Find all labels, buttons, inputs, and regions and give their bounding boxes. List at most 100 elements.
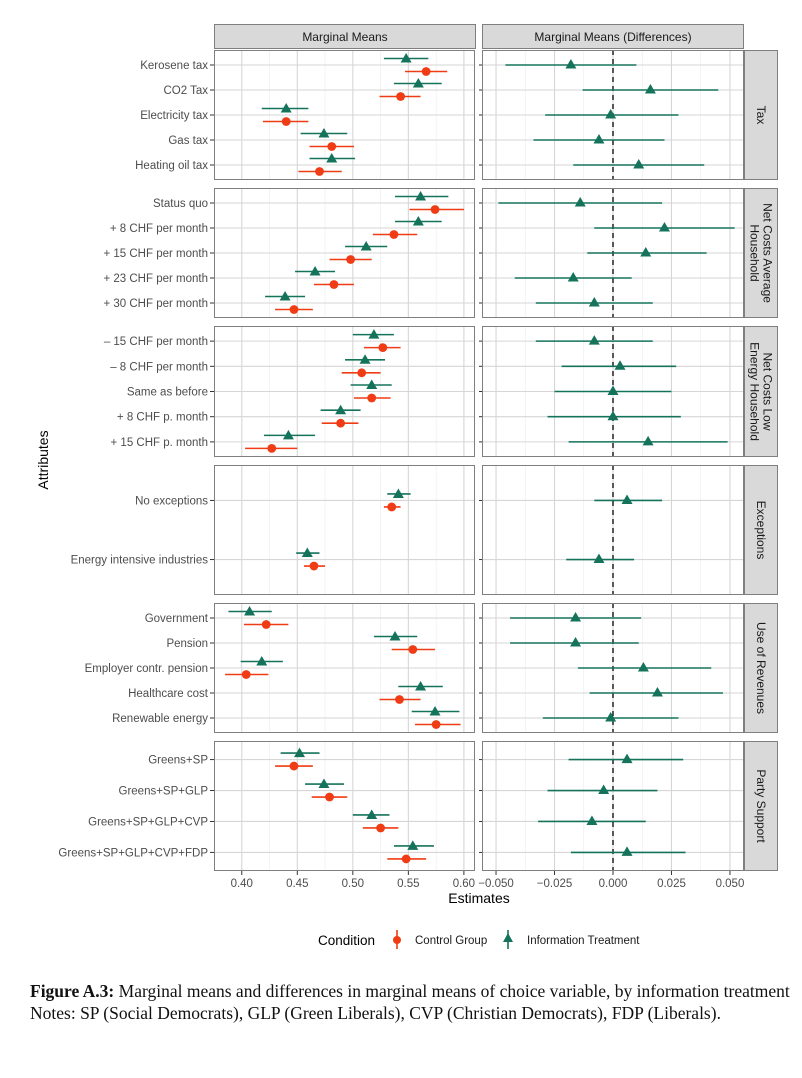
x-tick-label-left: 0.50 (342, 878, 364, 890)
facet-strip-label: Tax (754, 106, 768, 125)
facet-strip-tax (744, 50, 778, 180)
point-difference (644, 84, 656, 94)
point-treatment (280, 103, 292, 113)
point-control (281, 117, 291, 126)
point-difference (586, 815, 598, 825)
y-tick-label: Heating oil tax (135, 160, 208, 172)
point-difference (651, 687, 663, 697)
point-control (408, 645, 418, 654)
x-tick-label-left: 0.45 (286, 878, 308, 890)
faceted-coefficient-chart: Tax Kerosene tax CO2 Tax Electricity tax Gas… (35, 24, 778, 949)
point-treatment (318, 778, 330, 789)
x-tick-label-left: 0.60 (453, 878, 475, 890)
y-tick-label: – 8 CHF per month (110, 361, 208, 373)
facet-strip-marginal-means (214, 24, 476, 49)
point-control (327, 142, 337, 151)
point-difference (614, 360, 626, 370)
point-difference (588, 297, 600, 307)
facet-strip-label: Energy Household (748, 342, 762, 441)
point-treatment (294, 747, 306, 758)
point-difference (570, 637, 582, 647)
point-control (325, 792, 334, 802)
facet-strip-net-costs-average-household (744, 188, 778, 318)
panel-border (482, 465, 744, 595)
point-control (367, 393, 377, 403)
point-treatment (360, 241, 372, 251)
point-difference (565, 59, 577, 69)
panels-layer (214, 50, 778, 871)
point-treatment (412, 216, 424, 226)
point-control (315, 167, 324, 176)
point-treatment (429, 706, 441, 716)
point-treatment (415, 681, 427, 691)
panel-border (482, 188, 744, 318)
point-treatment (309, 266, 321, 276)
point-treatment (368, 329, 380, 339)
y-tick-label: Healthcare cost (128, 688, 209, 700)
point-control (387, 502, 397, 512)
point-treatment (256, 656, 268, 666)
point-difference (598, 784, 610, 795)
panel-border (214, 603, 475, 733)
point-control (336, 418, 346, 428)
facet-strip-label: Household (748, 224, 762, 281)
legend-label-information-treatment: Information Treatment (527, 935, 640, 947)
point-treatment (359, 354, 371, 364)
caption-label: Figure A.3: (30, 981, 115, 1001)
point-difference (588, 335, 600, 345)
legend-key-control-group (393, 930, 401, 949)
point-control (430, 205, 440, 214)
facet-strip-exceptions (744, 465, 778, 595)
point-difference (593, 553, 605, 564)
marks-layer (214, 50, 744, 871)
y-tick-label: Greens+SP+GLP (119, 786, 209, 798)
facet-strip-label: Use of Revenues (754, 622, 768, 714)
point-difference (621, 846, 633, 856)
point-difference (637, 662, 649, 672)
point-control (401, 854, 411, 864)
point-control (241, 670, 251, 679)
point-difference (640, 247, 652, 257)
panel-left-party-support (214, 741, 475, 871)
point-control (261, 620, 271, 629)
y-tick-label: Status quo (153, 198, 208, 210)
facet-title-marginal-means: Marginal Means (302, 30, 387, 44)
panel-border (214, 50, 475, 180)
caption-text: Marginal means and differences in margin… (114, 981, 790, 1001)
caption-notes: Notes: SP (Social Democrats), GLP (Green… (30, 1003, 721, 1023)
labels-layer: Tax Kerosene tax CO2 Tax Electricity tax Gas… (58, 60, 774, 890)
point-treatment (415, 191, 427, 201)
y-tick-label: Greens+SP+GLP+CVP (88, 816, 208, 828)
point-control (421, 67, 431, 76)
panel-left-exceptions (214, 465, 475, 595)
point-control (431, 720, 441, 729)
point-treatment (318, 128, 330, 138)
point-difference (605, 712, 617, 722)
facet-strip-label: Party Support (754, 769, 768, 843)
point-difference (633, 159, 645, 169)
point-control (289, 761, 299, 771)
y-tick-label: Greens+SP+GLP+CVP+FDP (58, 847, 208, 859)
point-control (376, 823, 385, 833)
y-tick-label: + 15 CHF p. month (111, 437, 208, 449)
point-control (309, 561, 319, 571)
point-control (357, 368, 367, 378)
panel-border (214, 465, 475, 595)
point-treatment (412, 78, 424, 88)
y-tick-label: Greens+SP (148, 755, 208, 767)
legend-title: Condition (318, 933, 375, 948)
y-tick-label: Electricity tax (140, 110, 208, 122)
x-tick-label-left: 0.40 (231, 878, 253, 890)
point-treatment (389, 631, 401, 641)
point-difference (570, 612, 582, 622)
point-difference (605, 109, 617, 119)
point-control (378, 343, 388, 353)
point-difference (658, 222, 670, 232)
panel-border (214, 188, 475, 318)
panel-border (482, 326, 744, 457)
y-tick-label: Government (145, 613, 209, 625)
panel-border (482, 603, 744, 733)
point-control (267, 443, 277, 453)
y-tick-label: Same as before (127, 387, 208, 399)
y-tick-label: Kerosene tax (140, 60, 208, 72)
